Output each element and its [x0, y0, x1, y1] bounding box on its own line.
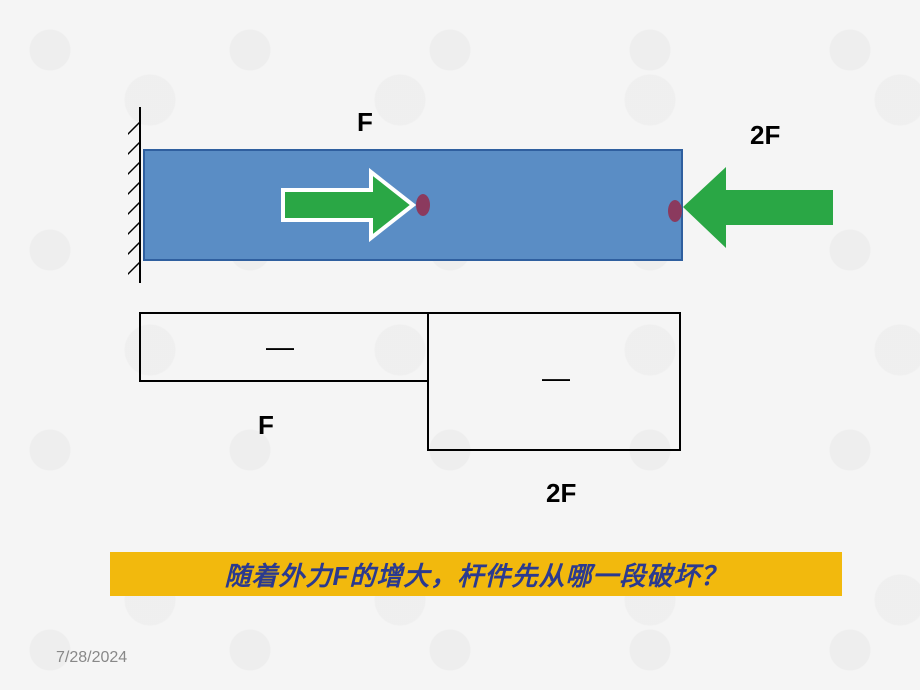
wall-hatch — [128, 182, 140, 197]
axial-svg: — — — [138, 311, 698, 471]
label-2F-diagram: 2F — [546, 478, 576, 509]
label-F-top: F — [357, 107, 373, 138]
wall-hatch — [128, 242, 140, 257]
wall-hatch — [128, 122, 140, 137]
label-F-diagram: F — [258, 410, 274, 441]
question-banner: 随着外力F的增大，杆件先从哪一段破坏？ — [110, 552, 842, 596]
force-point-2F — [668, 200, 682, 222]
label-2F-top: 2F — [750, 120, 780, 151]
wall-hatch — [128, 142, 140, 157]
force-point-F — [416, 194, 430, 216]
wall-hatch — [128, 222, 140, 237]
seg1-sign: — — [266, 331, 294, 362]
beam-diagram — [128, 107, 848, 302]
seg2-sign: — — [542, 362, 570, 393]
axial-force-diagram: — — — [138, 311, 698, 476]
beam-svg — [128, 107, 848, 297]
wall-hatch — [128, 262, 140, 277]
wall-hatch — [128, 162, 140, 177]
force-arrow-2F — [668, 167, 833, 248]
date-footer: 7/28/2024 — [56, 649, 127, 667]
question-text: 随着外力F的增大，杆件先从哪一段破坏？ — [225, 556, 728, 593]
wall-hatch — [128, 202, 140, 217]
